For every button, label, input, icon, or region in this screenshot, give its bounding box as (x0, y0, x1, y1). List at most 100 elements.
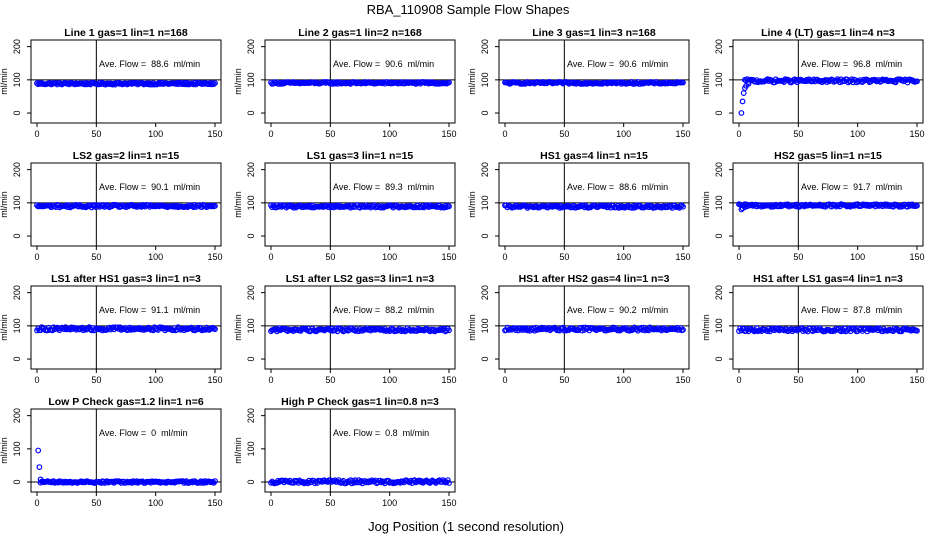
y-tick-label: 100 (12, 72, 22, 87)
data-point (738, 110, 745, 116)
x-tick-label: 50 (91, 498, 101, 508)
data-point (83, 81, 90, 88)
panel-title: Low P Check gas=1.2 lin=1 n=6 (48, 396, 203, 408)
data-point (157, 324, 164, 331)
panel-title: HS1 after HS2 gas=4 lin=1 n=3 (519, 273, 670, 285)
x-tick-label: 100 (616, 375, 631, 385)
data-series (268, 477, 452, 487)
panel-13: Low P Check gas=1.2 lin=1 n=6 ml/min 0 100 2… (0, 396, 223, 508)
x-tick-label: 50 (559, 129, 569, 139)
y-axis-label: ml/min (0, 68, 9, 95)
x-tick-label: 0 (736, 129, 741, 139)
average-flow-annotation: Ave. Flow = 88.2 ml/min (333, 305, 434, 315)
y-tick-label: 100 (12, 441, 22, 456)
panel-title: LS2 gas=2 lin=1 n=15 (73, 150, 180, 162)
data-point (422, 326, 429, 333)
panel-title: LS1 gas=3 lin=1 n=15 (307, 150, 414, 162)
x-tick-label: 50 (91, 252, 101, 262)
panel-title: Line 4 (LT) gas=1 lin=4 n=3 (761, 27, 895, 39)
y-tick-label: 200 (246, 408, 256, 423)
data-point (579, 327, 585, 334)
x-tick-label: 150 (441, 252, 456, 262)
plot-frame (732, 162, 924, 247)
data-point (914, 202, 920, 209)
x-tick-label: 150 (207, 252, 222, 262)
y-tick-label: 200 (246, 162, 256, 177)
data-series (502, 79, 686, 87)
y-axis-label: ml/min (233, 437, 243, 464)
x-tick-label: 0 (34, 375, 39, 385)
data-point (210, 81, 217, 87)
data-point (626, 327, 633, 334)
data-point (680, 79, 686, 86)
x-tick-label: 0 (268, 498, 273, 508)
data-point (446, 79, 452, 86)
average-flow-annotation: Ave. Flow = 87.8 ml/min (801, 305, 902, 315)
x-tick-label: 50 (91, 129, 101, 139)
average-flow-annotation: Ave. Flow = 0.8 ml/min (333, 428, 429, 438)
data-point (803, 76, 810, 83)
x-tick-label: 100 (382, 375, 397, 385)
x-tick-label: 100 (850, 375, 865, 385)
y-tick-label: 0 (714, 111, 724, 116)
average-flow-annotation: Ave. Flow = 90.6 ml/min (333, 59, 434, 69)
y-tick-label: 100 (12, 318, 22, 333)
y-tick-label: 0 (12, 357, 22, 362)
y-tick-label: 0 (246, 111, 256, 116)
y-tick-label: 200 (12, 408, 22, 423)
panel-9: LS1 after HS1 gas=3 lin=1 n=3 ml/min 0 100 2… (0, 273, 223, 385)
data-point (446, 480, 452, 486)
data-series (736, 201, 920, 213)
plot-frame (30, 408, 222, 493)
y-tick-label: 200 (246, 285, 256, 300)
y-tick-label: 200 (12, 162, 22, 177)
plot-frame (264, 408, 456, 493)
y-axis-label: ml/min (467, 68, 477, 95)
x-tick-label: 0 (736, 375, 741, 385)
y-axis-label: ml/min (701, 191, 711, 218)
x-tick-label: 150 (675, 252, 690, 262)
y-axis-label: ml/min (467, 191, 477, 218)
data-point (739, 98, 746, 105)
x-tick-label: 150 (441, 498, 456, 508)
x-tick-label: 50 (325, 252, 335, 262)
x-tick-label: 50 (559, 252, 569, 262)
panel-title: Line 3 gas=1 lin=3 n=168 (532, 27, 656, 39)
data-point (446, 203, 452, 210)
x-tick-label: 50 (325, 375, 335, 385)
data-point (134, 203, 141, 210)
data-series (502, 202, 686, 211)
y-tick-label: 0 (12, 480, 22, 485)
y-tick-label: 100 (246, 195, 256, 210)
y-tick-label: 200 (246, 39, 256, 54)
plot-frame (498, 285, 690, 370)
data-point (829, 328, 836, 335)
plot-frame (732, 285, 924, 370)
data-point (680, 203, 686, 210)
y-tick-label: 200 (480, 39, 490, 54)
x-tick-label: 50 (325, 498, 335, 508)
x-tick-label: 100 (382, 498, 397, 508)
plot-frame (30, 285, 222, 370)
data-point (740, 90, 747, 96)
x-tick-label: 50 (325, 129, 335, 139)
y-tick-label: 0 (246, 234, 256, 239)
x-tick-label: 150 (441, 375, 456, 385)
plot-frame (30, 162, 222, 247)
y-tick-label: 100 (714, 72, 724, 87)
y-tick-label: 200 (12, 39, 22, 54)
data-point (896, 203, 903, 210)
x-tick-label: 100 (616, 129, 631, 139)
data-point (418, 204, 425, 211)
panel-title: High P Check gas=1 lin=0.8 n=3 (281, 396, 439, 408)
x-tick-label: 100 (850, 252, 865, 262)
data-series (34, 324, 218, 334)
data-point (680, 326, 686, 333)
x-tick-label: 50 (559, 375, 569, 385)
x-tick-label: 150 (675, 375, 690, 385)
x-tick-label: 0 (34, 252, 39, 262)
x-tick-label: 100 (382, 252, 397, 262)
data-point (914, 327, 920, 334)
average-flow-annotation: Ave. Flow = 90.1 ml/min (99, 182, 200, 192)
y-tick-label: 200 (714, 162, 724, 177)
